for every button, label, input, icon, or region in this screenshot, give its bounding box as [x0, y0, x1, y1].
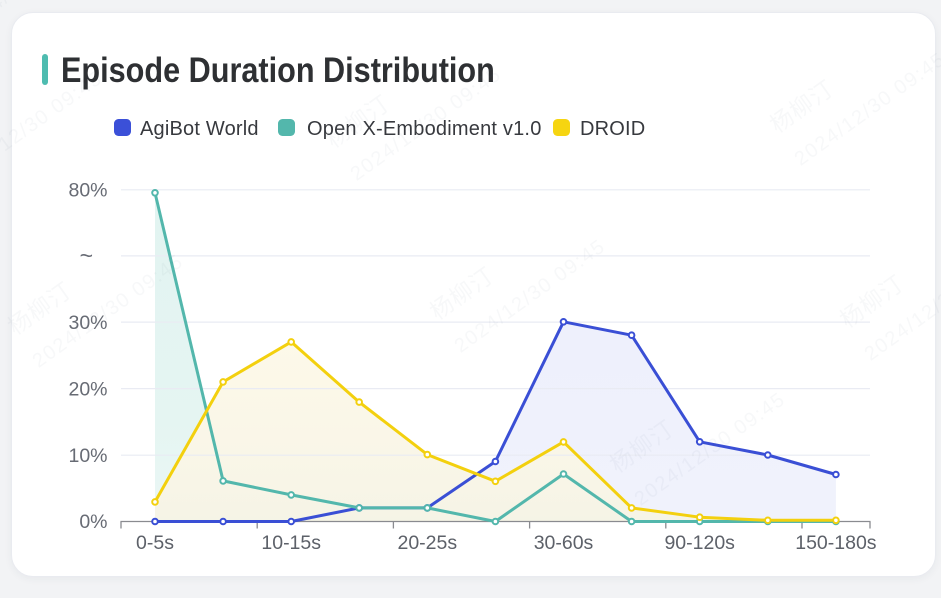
svg-text:30-60s: 30-60s	[534, 532, 594, 554]
svg-text:~: ~	[80, 243, 93, 269]
svg-text:90-120s: 90-120s	[664, 532, 735, 554]
svg-text:0-5s: 0-5s	[136, 532, 174, 554]
svg-text:10-15s: 10-15s	[261, 532, 321, 554]
svg-text:150-180s: 150-180s	[795, 532, 877, 554]
svg-text:30%: 30%	[68, 312, 107, 334]
svg-text:20-25s: 20-25s	[397, 532, 457, 554]
svg-text:80%: 80%	[68, 180, 107, 202]
svg-text:0%: 0%	[79, 511, 107, 533]
svg-text:10%: 10%	[68, 445, 107, 467]
svg-text:20%: 20%	[68, 378, 107, 400]
